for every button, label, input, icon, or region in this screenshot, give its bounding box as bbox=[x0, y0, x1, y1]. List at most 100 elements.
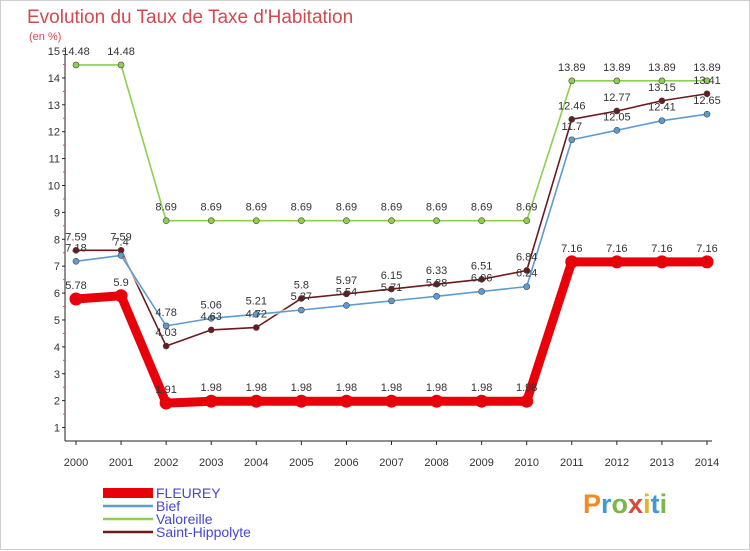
x-tick-label: 2010 bbox=[514, 457, 538, 469]
data-label: 6.24 bbox=[516, 268, 537, 280]
data-point bbox=[613, 77, 621, 85]
data-label: 1.98 bbox=[426, 382, 447, 394]
data-label: 5.9 bbox=[113, 277, 128, 289]
data-point bbox=[523, 217, 531, 225]
proxiti-logo: Proxiti bbox=[583, 489, 668, 519]
data-label: 13.89 bbox=[648, 62, 676, 74]
y-tick-label: 6 bbox=[54, 288, 60, 300]
data-label: 5.37 bbox=[291, 291, 312, 303]
y-tick-label: 8 bbox=[54, 234, 60, 246]
data-label: 8.69 bbox=[201, 202, 222, 214]
data-label: 5.78 bbox=[65, 280, 86, 292]
x-tick-label: 2013 bbox=[650, 457, 674, 469]
data-point bbox=[204, 394, 218, 408]
y-tick-label: 12 bbox=[48, 127, 60, 139]
data-point bbox=[523, 283, 531, 290]
y-tick-label: 14 bbox=[48, 73, 60, 85]
data-labels: 14.48 14.48 8.69 8.69 8.69 8.69 8.69 8.69 8.69 8.… bbox=[62, 46, 721, 396]
data-label: 8.69 bbox=[516, 202, 537, 214]
data-point bbox=[700, 255, 714, 269]
data-label: 4.63 bbox=[201, 311, 222, 323]
data-point bbox=[294, 394, 308, 408]
x-tick-label: 2005 bbox=[289, 457, 313, 469]
data-point bbox=[339, 394, 353, 408]
data-label: 14.48 bbox=[107, 46, 135, 58]
data-label: 4.72 bbox=[246, 308, 267, 320]
data-point bbox=[658, 117, 666, 124]
y-tick-label: 13 bbox=[48, 100, 60, 112]
series-line-halo bbox=[76, 62, 707, 223]
legend-label: FLEUREY bbox=[156, 485, 221, 501]
data-point bbox=[298, 306, 305, 314]
data-point bbox=[703, 110, 711, 118]
data-point bbox=[298, 217, 305, 225]
data-point bbox=[433, 280, 440, 288]
data-label: 13.41 bbox=[693, 75, 721, 87]
data-label: 1.98 bbox=[201, 382, 222, 394]
chart-title: Evolution du Taux de Taxe d'Habitation bbox=[27, 7, 354, 28]
x-tick-label: 2004 bbox=[244, 457, 268, 469]
legend-label: Saint-Hippolyte bbox=[156, 524, 251, 540]
data-label: 7.18 bbox=[65, 242, 86, 254]
y-tick-label: 15 bbox=[48, 46, 60, 58]
data-point bbox=[298, 295, 305, 302]
data-point bbox=[478, 217, 485, 225]
data-point bbox=[252, 324, 260, 331]
data-point bbox=[343, 302, 350, 309]
data-point bbox=[613, 107, 621, 115]
data-label: 8.69 bbox=[336, 202, 357, 214]
x-tick-label: 2002 bbox=[154, 457, 178, 469]
y-tick-label: 11 bbox=[49, 154, 60, 166]
data-point bbox=[433, 217, 440, 225]
data-label: 14.48 bbox=[62, 46, 90, 58]
x-tick-label: 2007 bbox=[379, 457, 403, 469]
data-label: 13.15 bbox=[648, 82, 676, 94]
data-point bbox=[207, 315, 215, 322]
y-tick-label: 2 bbox=[54, 396, 60, 408]
data-point bbox=[162, 322, 170, 330]
data-label: 1.98 bbox=[246, 382, 267, 394]
data-point bbox=[478, 288, 485, 295]
data-point bbox=[117, 252, 125, 259]
x-tick-label: 2001 bbox=[109, 457, 133, 469]
data-point bbox=[475, 394, 489, 408]
x-tick-label: 2000 bbox=[64, 457, 88, 469]
data-label: 7.16 bbox=[606, 243, 627, 255]
data-label: 8.69 bbox=[381, 202, 402, 214]
data-label: 7.59 bbox=[110, 231, 131, 243]
data-point bbox=[703, 90, 711, 98]
data-point bbox=[162, 342, 170, 350]
data-label: 8.69 bbox=[291, 202, 312, 214]
data-point bbox=[568, 116, 576, 123]
data-point bbox=[430, 394, 444, 408]
data-label: 4.78 bbox=[155, 307, 176, 319]
data-point bbox=[568, 136, 576, 144]
data-point bbox=[207, 326, 215, 334]
data-label: 6.33 bbox=[426, 265, 447, 277]
y-tick-label: 5 bbox=[54, 315, 60, 327]
y-tick-label: 4 bbox=[54, 342, 60, 354]
data-point bbox=[520, 394, 534, 408]
y-tick-label: 9 bbox=[54, 207, 60, 219]
data-point bbox=[658, 97, 666, 105]
data-label: 8.69 bbox=[246, 202, 267, 214]
data-point bbox=[343, 217, 350, 225]
x-tick-label: 2012 bbox=[605, 457, 629, 469]
data-label: 8.69 bbox=[471, 202, 492, 214]
data-point bbox=[388, 285, 395, 293]
data-point bbox=[69, 292, 83, 306]
legend-label: Bief bbox=[156, 498, 180, 514]
data-label: 12.77 bbox=[603, 92, 631, 104]
data-label: 13.89 bbox=[603, 62, 631, 74]
data-label: 5.88 bbox=[426, 277, 447, 289]
data-label: 5.06 bbox=[201, 299, 222, 311]
data-point bbox=[252, 311, 260, 318]
data-label: 5.8 bbox=[294, 279, 309, 291]
data-label: 12.46 bbox=[558, 100, 586, 112]
data-point bbox=[478, 276, 485, 283]
x-tick-label: 2006 bbox=[334, 457, 358, 469]
data-label: 7.4 bbox=[113, 236, 128, 248]
y-tick-label: 1 bbox=[54, 423, 60, 435]
data-label: 13.89 bbox=[693, 62, 721, 74]
